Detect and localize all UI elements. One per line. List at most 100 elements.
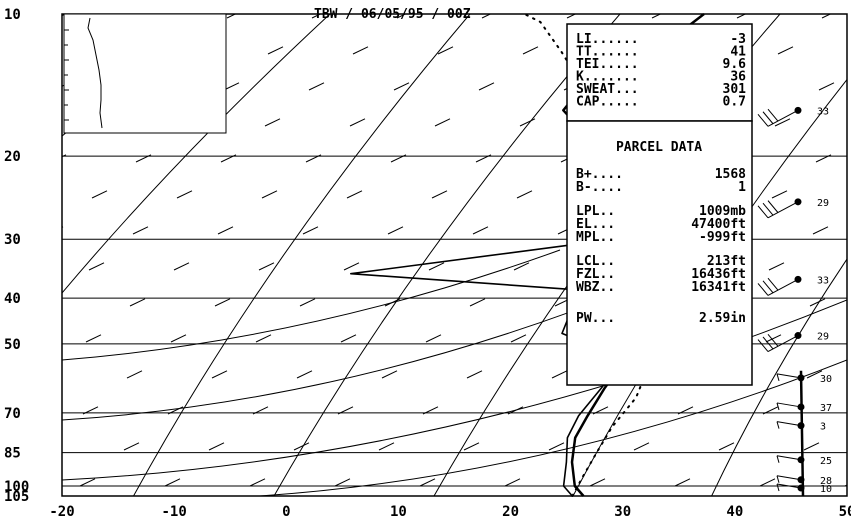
- wind-barb-flag: [757, 339, 769, 352]
- wind-barb-flag: [776, 483, 780, 492]
- isotherm-dash: [126, 370, 143, 379]
- wind-barb: 29: [757, 332, 829, 352]
- y-tick-label: 100: [4, 479, 29, 495]
- isotherm-dash: [674, 478, 691, 487]
- y-tick-label: 85: [4, 446, 21, 462]
- isotherm-dash: [13, 47, 28, 54]
- isotherm-dash: [173, 262, 190, 271]
- isotherm-dash: [765, 334, 782, 343]
- wind-barb-staff: [776, 402, 802, 408]
- parcel-value: 213ft: [707, 254, 746, 269]
- isotherm-dash: [475, 154, 492, 163]
- parcel-label: EL...: [576, 217, 615, 232]
- isotherm-dash: [82, 406, 99, 415]
- isotherm-dash: [381, 370, 398, 379]
- isotherm-dash: [135, 154, 152, 163]
- isotherm-dash: [774, 118, 791, 127]
- isotherm-dash: [522, 46, 539, 55]
- isotherm-dash: [340, 334, 357, 343]
- wind-barb-flag: [767, 334, 779, 347]
- moist-adiabat: [259, 359, 847, 496]
- dry-adiabat: [62, 14, 331, 294]
- parcel-data-header: PARCEL DATA: [616, 140, 702, 155]
- isotherm-dash: [519, 118, 536, 127]
- wind-barb-flag: [762, 202, 774, 216]
- isotherm-dash: [589, 478, 606, 487]
- parcel-value: -999ft: [699, 230, 746, 245]
- isotherm-dash: [803, 442, 820, 451]
- isotherm-dash: [513, 262, 530, 271]
- dry-adiabat: [273, 14, 621, 496]
- isotherm-dash: [4, 263, 19, 270]
- isotherm-dash: [62, 154, 67, 158]
- isotherm-dash: [299, 298, 316, 307]
- index-value: 36: [730, 70, 746, 85]
- wind-speed-label: 33: [817, 275, 829, 286]
- index-label: K.......: [576, 70, 639, 85]
- parcel-label: MPL..: [576, 230, 615, 245]
- y-tick-label: 70: [4, 406, 21, 422]
- wind-barb: 29: [757, 198, 829, 219]
- x-tick-label: 40: [726, 504, 743, 520]
- isotherm-dash: [815, 154, 832, 163]
- isotherm-dash: [62, 226, 64, 228]
- isotherm-dash: [396, 14, 407, 19]
- isotherm-dash: [164, 478, 181, 487]
- wind-barb-flag: [762, 280, 774, 294]
- isotherm-dash: [478, 82, 495, 91]
- moist-adiabat: [62, 249, 561, 361]
- wind-speed-label: 29: [817, 198, 829, 209]
- wind-barb-staff: [776, 373, 802, 379]
- dry-adiabat: [132, 14, 471, 496]
- isotherm-dash: [255, 334, 272, 343]
- wind-barb: 3: [776, 421, 826, 433]
- isotherm-dash: [176, 190, 193, 199]
- wind-barb-flag: [762, 336, 774, 350]
- isotherm-dash: [311, 14, 322, 19]
- wind-barb-flag: [776, 421, 780, 429]
- isotherm-dash: [551, 370, 568, 379]
- isotherm-dash: [226, 14, 237, 19]
- isotherm-dash: [334, 478, 351, 487]
- isotherm-dash: [79, 478, 96, 487]
- y-tick-label: 50: [4, 337, 21, 353]
- chart-title: TBW / 06/05/95 / 00Z: [314, 7, 471, 22]
- wind-speed-label: 29: [817, 332, 829, 343]
- x-tick-label: 10: [390, 504, 407, 520]
- isotherm-dash: [510, 334, 527, 343]
- isotherm-dash: [45, 299, 60, 306]
- parcel-value: 1: [738, 180, 746, 195]
- isotherm-dash: [305, 154, 322, 163]
- isotherm-dash: [844, 484, 847, 487]
- isotherm-dash: [302, 226, 319, 235]
- wind-barb: 30: [776, 373, 832, 385]
- parcel-value: 1568: [715, 167, 746, 182]
- x-tick-label: -10: [161, 504, 186, 520]
- inset-tick-marks: [64, 29, 69, 121]
- parcel-value: 2.59in: [699, 311, 746, 326]
- isotherm-dash: [308, 82, 325, 91]
- isotherm-dash: [261, 190, 278, 199]
- wind-barb: 37: [776, 402, 832, 414]
- parcel-value: 47400ft: [691, 217, 746, 232]
- isotherm-dash: [806, 370, 823, 379]
- wind-barb-flag: [757, 114, 769, 127]
- wind-barb-flag: [757, 283, 769, 296]
- x-tick-label: -20: [49, 504, 74, 520]
- index-value: 41: [730, 45, 746, 60]
- isotherm-dash: [39, 443, 54, 450]
- wind-barb: 33: [757, 106, 829, 127]
- parcel-label: B-....: [576, 180, 623, 195]
- isotherm-dash: [346, 190, 363, 199]
- wind-barb-flag: [776, 475, 780, 483]
- wind-speed-label: 25: [820, 456, 832, 467]
- isotherm-dash: [469, 298, 486, 307]
- wind-speed-label: 28: [820, 476, 832, 487]
- parcel-label: B+....: [576, 167, 623, 182]
- inset-profile-box: [63, 13, 227, 134]
- isotherm-dash: [296, 370, 313, 379]
- index-label: TEI.....: [576, 57, 639, 72]
- wind-barb-flag: [767, 108, 779, 122]
- isotherm-dash: [431, 190, 448, 199]
